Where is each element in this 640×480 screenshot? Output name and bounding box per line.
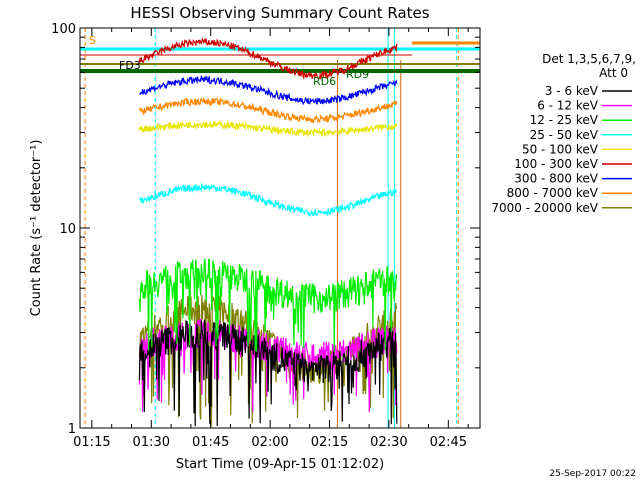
legend-label-6: 300 - 800 keV (514, 172, 598, 186)
legend-header-line-2: Att 0 (599, 66, 628, 80)
legend-label-2: 12 - 25 keV (530, 113, 599, 127)
flag-label-rd9: RD9 (346, 68, 369, 81)
x-tick-label: 01:45 (192, 435, 229, 450)
x-tick-label: 01:30 (133, 435, 170, 450)
x-tick-label: 02:00 (251, 435, 288, 450)
legend-label-0: 3 - 6 keV (545, 84, 599, 98)
legend-label-3: 25 - 50 keV (530, 128, 599, 142)
series-line-0 (138, 319, 398, 427)
timestamp: 25-Sep-2017 00:22 (549, 469, 636, 479)
legend-label-5: 100 - 300 keV (514, 157, 598, 171)
series-line-4 (138, 120, 398, 138)
axes: 01:15 01:30 01:45 02:00 02:15 02:30 02:45 1 10 10… (51, 22, 480, 450)
y-tick-label: 1 (68, 422, 76, 437)
y-tick-label: 100 (51, 22, 76, 37)
series-line-6 (138, 74, 398, 106)
chart-title: HESSI Observing Summary Count Rates (130, 4, 429, 22)
legend-label-4: 50 - 100 keV (522, 142, 599, 156)
series-line-2 (138, 258, 398, 353)
y-tick-label: 10 (59, 222, 76, 237)
legend-label-7: 800 - 7000 keV (507, 186, 599, 200)
x-tick-label: 02:15 (311, 435, 348, 450)
x-tick-label: 02:45 (430, 435, 467, 450)
series-lines (138, 37, 398, 427)
legend-header-line-1: Det 1,3,5,6,7,9, (542, 52, 636, 66)
flag-label-rd6: RD6 (313, 75, 336, 88)
flag-label-fd3: FD3 (119, 59, 141, 72)
series-line-7 (138, 97, 398, 124)
y-axis-label: Count Rate (s⁻¹ detector⁻¹) (29, 140, 44, 317)
flag-label-s: S (89, 34, 96, 47)
x-tick-label: 02:30 (370, 435, 407, 450)
series-line-5 (138, 37, 398, 81)
x-axis-label: Start Time (09-Apr-15 01:12:02) (176, 457, 384, 472)
legend-label-1: 6 - 12 keV (537, 99, 599, 113)
legend-label-8: 7000 - 20000 keV (491, 201, 598, 215)
x-tick-label: 01:15 (73, 435, 110, 450)
series-line-3 (139, 182, 397, 218)
